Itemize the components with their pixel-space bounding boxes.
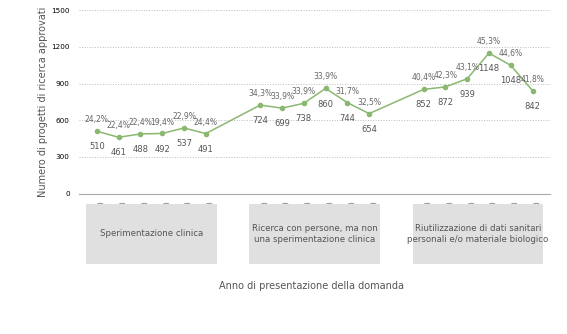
Text: 738: 738 [296,115,312,124]
Text: 24,4%: 24,4% [194,118,218,127]
Text: 492: 492 [154,145,170,154]
Text: 33,9%: 33,9% [314,72,337,81]
Text: 31,7%: 31,7% [335,87,359,96]
Text: 33,9%: 33,9% [270,92,294,101]
Text: 19,4%: 19,4% [150,118,174,127]
Text: 22,4%: 22,4% [107,121,130,130]
Text: 1148: 1148 [479,64,500,73]
Text: 34,3%: 34,3% [248,89,272,98]
Text: 860: 860 [318,100,333,109]
Text: 461: 461 [111,148,126,157]
Text: Riutilizzazione di dati sanitari
personali e/o materiale biologico: Riutilizzazione di dati sanitari persona… [408,224,549,243]
Text: 939: 939 [459,90,475,99]
Text: 842: 842 [524,102,540,111]
Text: 24,2%: 24,2% [85,115,109,124]
Text: 488: 488 [132,145,149,154]
Text: 699: 699 [274,119,290,128]
Text: 44,6%: 44,6% [499,49,523,58]
Text: 45,3%: 45,3% [477,37,501,46]
Text: 41,8%: 41,8% [521,75,544,84]
Text: 654: 654 [361,125,377,134]
Text: 537: 537 [176,139,192,148]
Y-axis label: Numero di progetti di ricerca approvati: Numero di progetti di ricerca approvati [39,7,48,197]
Text: 510: 510 [89,142,105,151]
Text: Sperimentazione clinica: Sperimentazione clinica [100,229,203,238]
Text: 22,9%: 22,9% [172,112,196,121]
Text: 32,5%: 32,5% [357,98,381,107]
Text: 33,9%: 33,9% [292,88,316,97]
Text: 40,4%: 40,4% [412,73,435,82]
Text: 43,1%: 43,1% [455,63,479,72]
Text: 1048: 1048 [500,76,521,86]
Text: 744: 744 [340,114,356,123]
Text: 491: 491 [198,145,214,154]
Text: Ricerca con persone, ma non
una sperimentazione clinica: Ricerca con persone, ma non una sperimen… [252,224,378,243]
Text: 22,4%: 22,4% [129,118,153,127]
Text: 852: 852 [416,101,431,110]
Text: 724: 724 [252,116,268,125]
Text: 42,3%: 42,3% [433,71,458,80]
Text: 872: 872 [437,98,454,107]
Text: Anno di presentazione della domanda: Anno di presentazione della domanda [219,281,404,291]
